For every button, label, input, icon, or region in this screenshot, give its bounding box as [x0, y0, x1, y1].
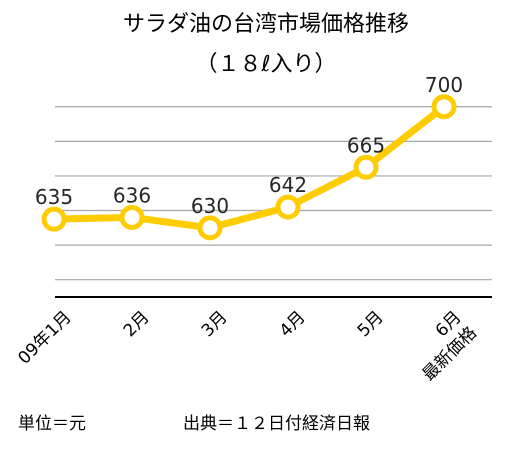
- x-tick-label: 3月: [198, 307, 232, 341]
- x-tick-label: 4月: [276, 307, 310, 341]
- x-tick-label: 09年1月: [14, 307, 75, 368]
- chart-subtitle: （１８ℓ入り）: [195, 52, 336, 77]
- data-point: [197, 215, 223, 241]
- x-tick-label-line: 09年1月: [14, 307, 75, 368]
- data-labels: 635 636 630 642 665 700: [35, 73, 463, 218]
- data-point: [275, 194, 301, 220]
- data-label: 642: [269, 173, 307, 197]
- data-label: 700: [425, 73, 463, 97]
- x-tick-label-line: 2月: [120, 307, 154, 341]
- chart-title: サラダ油の台湾市場価格推移: [123, 12, 409, 37]
- unit-note: 単位＝元: [18, 414, 86, 434]
- source-note: 出典＝１２日付経済日報: [183, 414, 370, 434]
- data-point: [119, 204, 145, 230]
- data-point: [353, 154, 379, 180]
- data-label: 636: [113, 183, 151, 207]
- data-label: 665: [347, 133, 385, 157]
- data-point: [431, 94, 457, 120]
- series-line-layer: [50, 103, 448, 232]
- x-tick-label-line: 5月: [354, 307, 388, 341]
- x-tick-label: 2月: [120, 307, 154, 341]
- data-label: 630: [191, 194, 229, 218]
- data-point: [41, 206, 67, 232]
- x-tick-label-line: 4月: [276, 307, 310, 341]
- data-label: 635: [35, 185, 73, 209]
- x-tick-label: 5月: [354, 307, 388, 341]
- x-tick-label-line: 3月: [198, 307, 232, 341]
- series-line: [50, 103, 448, 232]
- data-markers: [41, 94, 457, 241]
